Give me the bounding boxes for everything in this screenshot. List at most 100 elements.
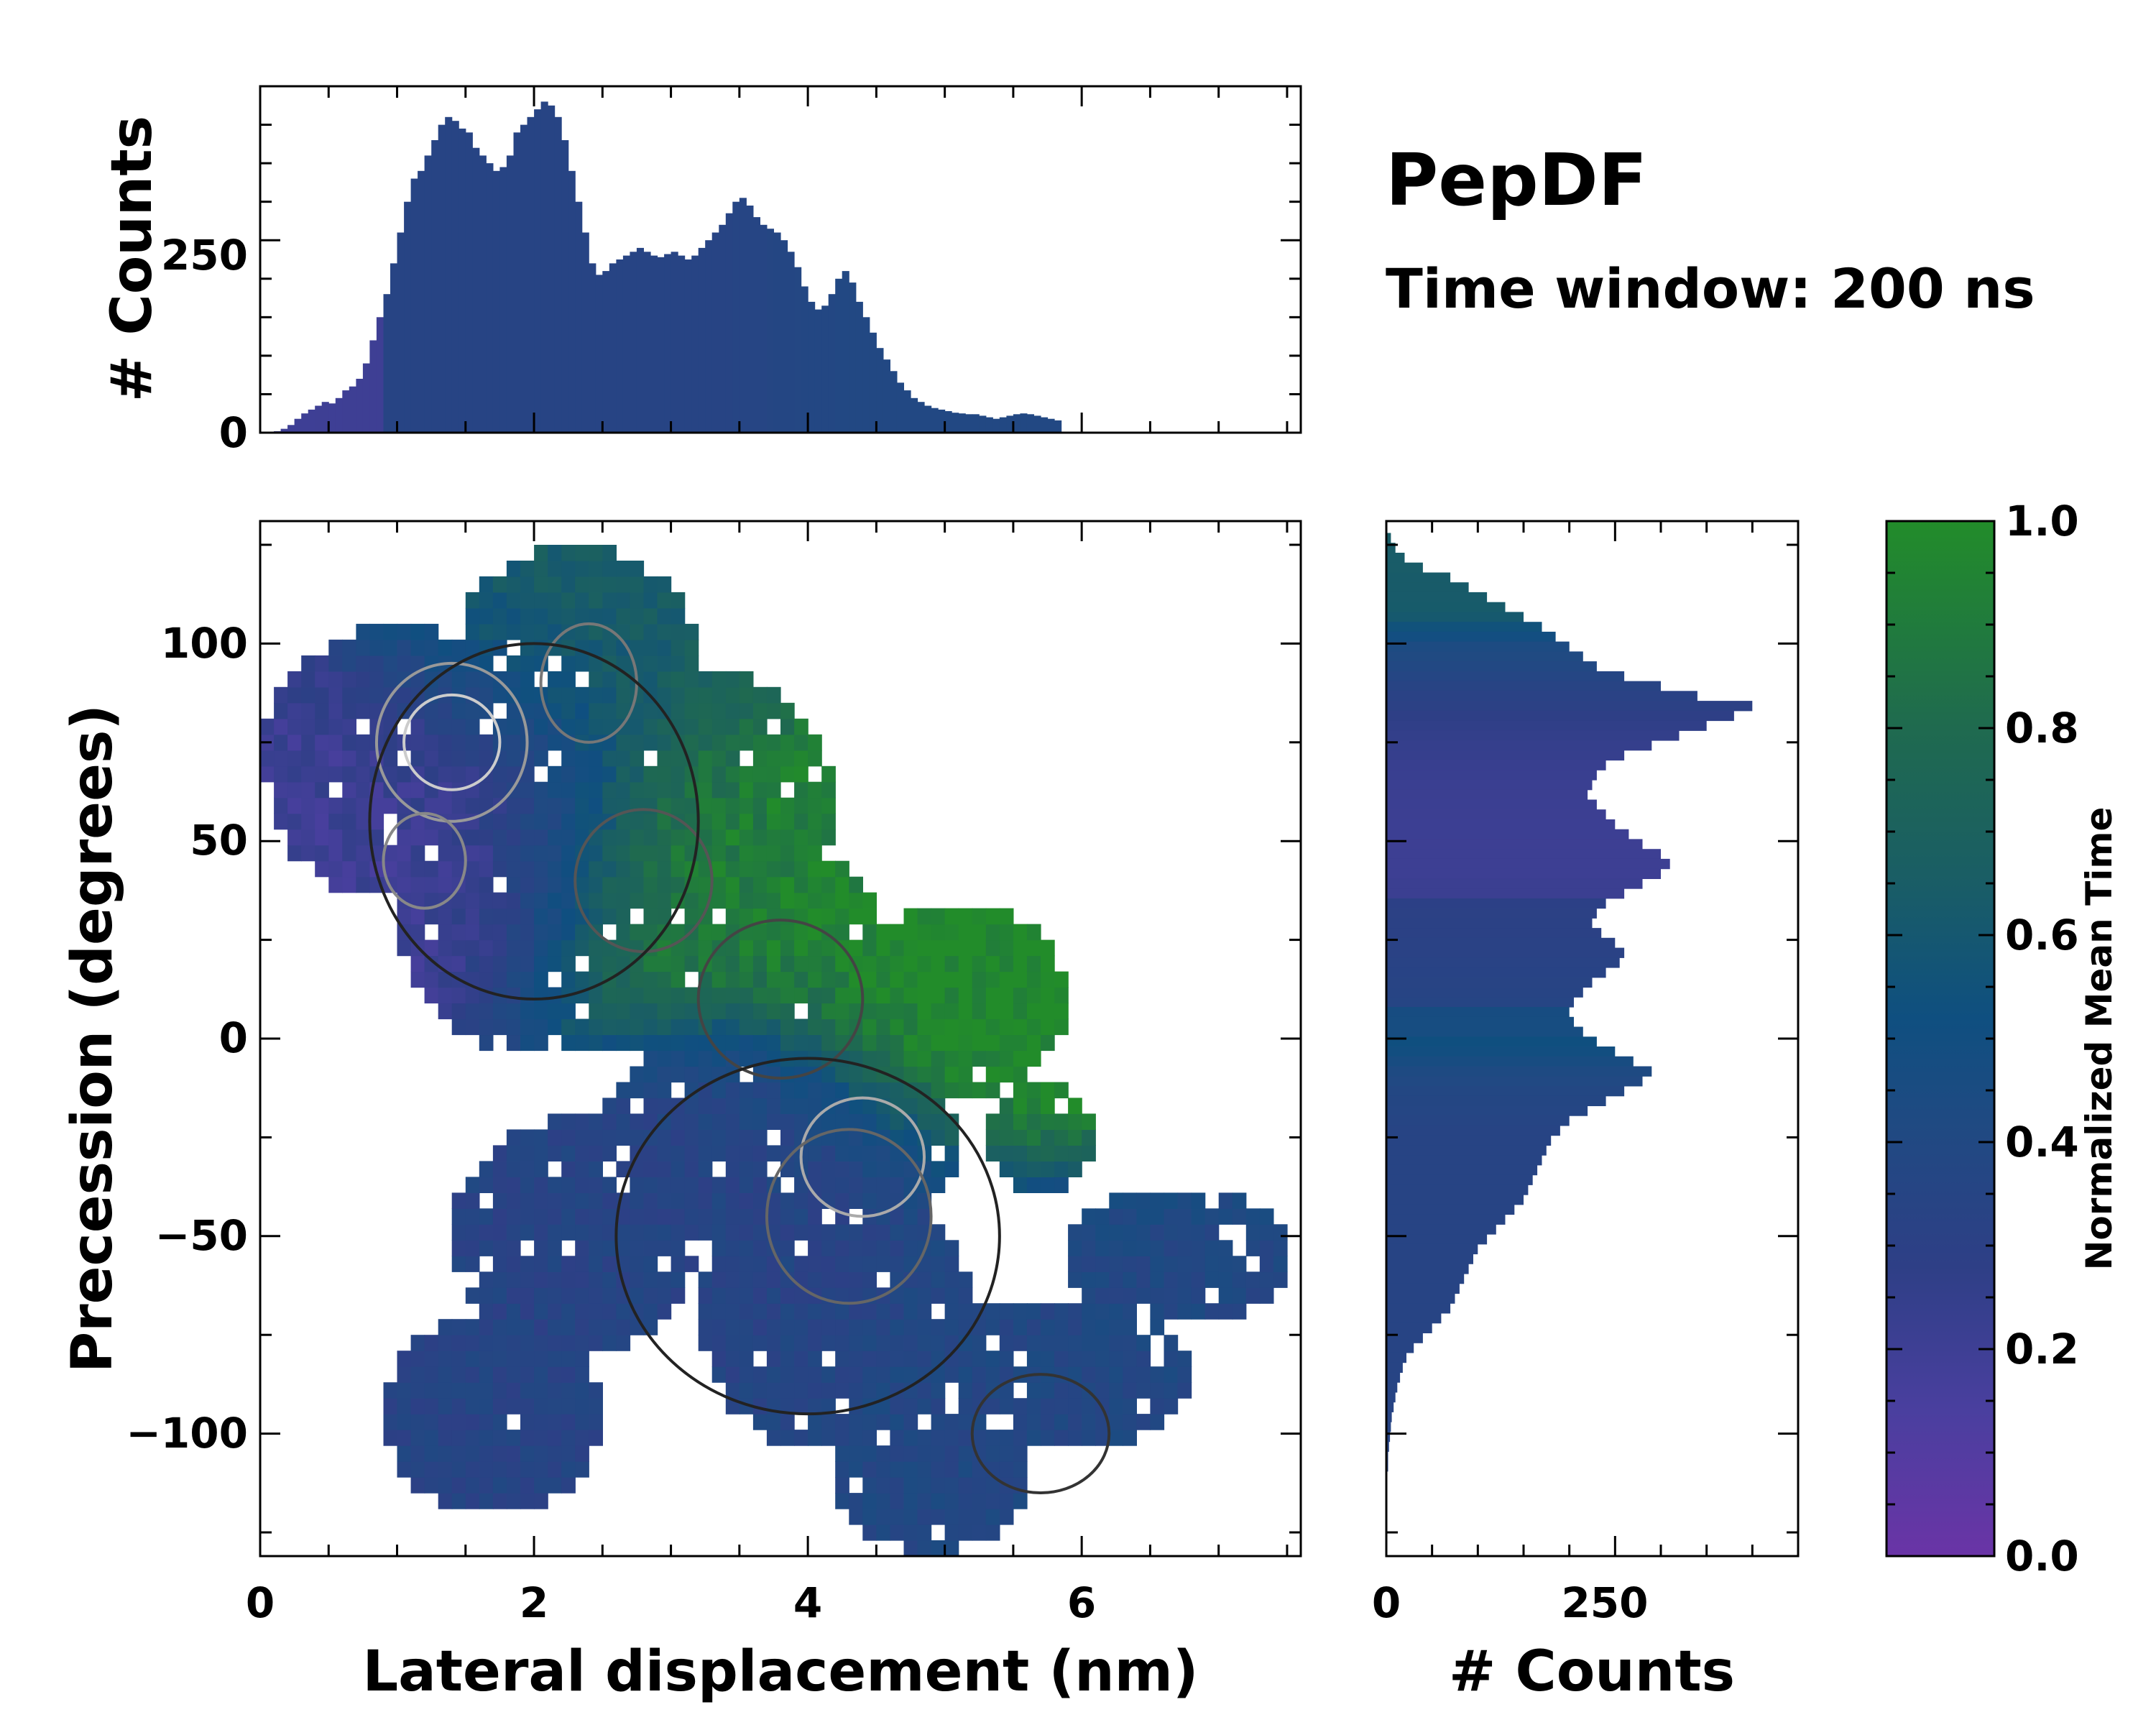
heatmap-cell (999, 1161, 1014, 1177)
heatmap-cell (575, 1430, 589, 1446)
heatmap-cell (561, 1351, 576, 1367)
heatmap-cell (711, 1018, 727, 1036)
heatmap-cell (698, 924, 713, 941)
heatmap-cell (1123, 1224, 1137, 1241)
heatmap-cell (739, 1113, 754, 1130)
heatmap-cell (520, 1161, 535, 1177)
heatmap-cell (492, 860, 507, 878)
heatmap-cell (862, 1082, 877, 1099)
heatmap-cell (1136, 1414, 1151, 1430)
heatmap-cell (1013, 1066, 1028, 1083)
heatmap-cell (369, 639, 384, 656)
heatmap-cell (506, 734, 521, 751)
heatmap-cell (548, 734, 562, 751)
right-histogram-bar (1386, 789, 1588, 800)
heatmap-cell (1177, 1366, 1192, 1383)
heatmap-cell (752, 1303, 768, 1320)
heatmap-cell (698, 1145, 713, 1162)
heatmap-cell (410, 908, 425, 925)
heatmap-cell (561, 1461, 576, 1478)
heatmap-cell (451, 797, 466, 814)
heatmap-cell (575, 623, 589, 640)
heatmap-cell (342, 639, 356, 656)
heatmap-cell (520, 1477, 535, 1494)
heatmap-cell (821, 1366, 836, 1383)
top-histogram-bar (711, 232, 719, 433)
top-histogram-bar (1033, 415, 1041, 433)
heatmap-cell (492, 576, 507, 593)
heatmap-cell (1041, 1082, 1055, 1099)
right-histogram-bar (1386, 1007, 1570, 1018)
heatmap-cell (589, 845, 603, 862)
heatmap-cell (739, 1303, 754, 1320)
heatmap-cell (725, 797, 740, 814)
top-histogram-bar (883, 359, 890, 433)
right-histogram-bar (1386, 1431, 1391, 1443)
heatmap-cell (711, 671, 727, 688)
heatmap-cell (369, 813, 384, 830)
heatmap-cell (287, 734, 302, 751)
heatmap-cell (931, 1271, 946, 1288)
heatmap-cell (602, 781, 617, 799)
heatmap-cell (1068, 1335, 1082, 1351)
heatmap-cell (780, 1018, 795, 1036)
top-histogram-bar (938, 409, 946, 433)
heatmap-cell (287, 765, 302, 783)
right-histogram-bar (1386, 1264, 1469, 1274)
heatmap-cell (1177, 1382, 1192, 1399)
heatmap-cell (438, 639, 453, 656)
top-histogram-bar (1041, 417, 1049, 433)
heatmap-cell (479, 845, 494, 862)
heatmap-cell (438, 924, 453, 941)
heatmap-cell (780, 1351, 795, 1367)
heatmap-cell (630, 892, 645, 909)
heatmap-cell (575, 797, 589, 814)
heatmap-cell (985, 908, 1000, 925)
heatmap-cell (711, 987, 727, 1004)
heatmap-cell (424, 1430, 439, 1446)
heatmap-cell (520, 876, 535, 893)
heatmap-cell (575, 860, 589, 878)
heatmap-cell (561, 1256, 576, 1272)
heatmap-cell (438, 734, 453, 751)
main-heatmap-panel: 0 2 4 6 100 50 0 −50 −100 Lateral displa… (60, 520, 1302, 1704)
heatmap-cell (972, 955, 987, 972)
heatmap-cell (766, 1303, 781, 1320)
heatmap-cell (835, 1240, 849, 1256)
right-histogram-bar (1386, 533, 1391, 543)
heatmap-cell (643, 1208, 658, 1225)
heatmap-cell (849, 1161, 863, 1177)
heatmap-cell (548, 892, 562, 909)
heatmap-cell (671, 1018, 686, 1036)
right-histogram-bar (1386, 1184, 1529, 1195)
heatmap-cell (451, 987, 466, 1004)
heatmap-cell (739, 718, 754, 735)
heatmap-cell (438, 1398, 453, 1414)
heatmap-cell (1273, 1224, 1288, 1241)
heatmap-cell (739, 1351, 754, 1367)
heatmap-cell (465, 1445, 480, 1462)
heatmap-cell (821, 1319, 836, 1335)
heatmap-cell (548, 845, 562, 862)
heatmap-cell (944, 1414, 959, 1430)
heatmap-cell (410, 1382, 425, 1399)
heatmap-cell (985, 1493, 1000, 1509)
heatmap-cell (876, 1113, 891, 1130)
heatmap-cell (1136, 1351, 1151, 1367)
heatmap-cell (917, 1524, 932, 1541)
heatmap-cell (657, 781, 672, 799)
heatmap-cell (725, 845, 740, 862)
heatmap-cell (917, 1287, 932, 1304)
heatmap-cell (780, 1240, 795, 1256)
heatmap-cell (835, 1256, 849, 1272)
heatmap-cell (849, 1066, 863, 1083)
heatmap-cell (342, 829, 356, 846)
heatmap-cell (684, 797, 699, 814)
heatmap-cell (794, 1192, 808, 1209)
heatmap-cell (506, 1129, 521, 1146)
heatmap-cell (643, 781, 658, 799)
right-histogram-bar (1386, 1195, 1524, 1205)
heatmap-cell (451, 1366, 466, 1383)
heatmap-cell (794, 1256, 808, 1272)
heatmap-cell (561, 876, 576, 893)
